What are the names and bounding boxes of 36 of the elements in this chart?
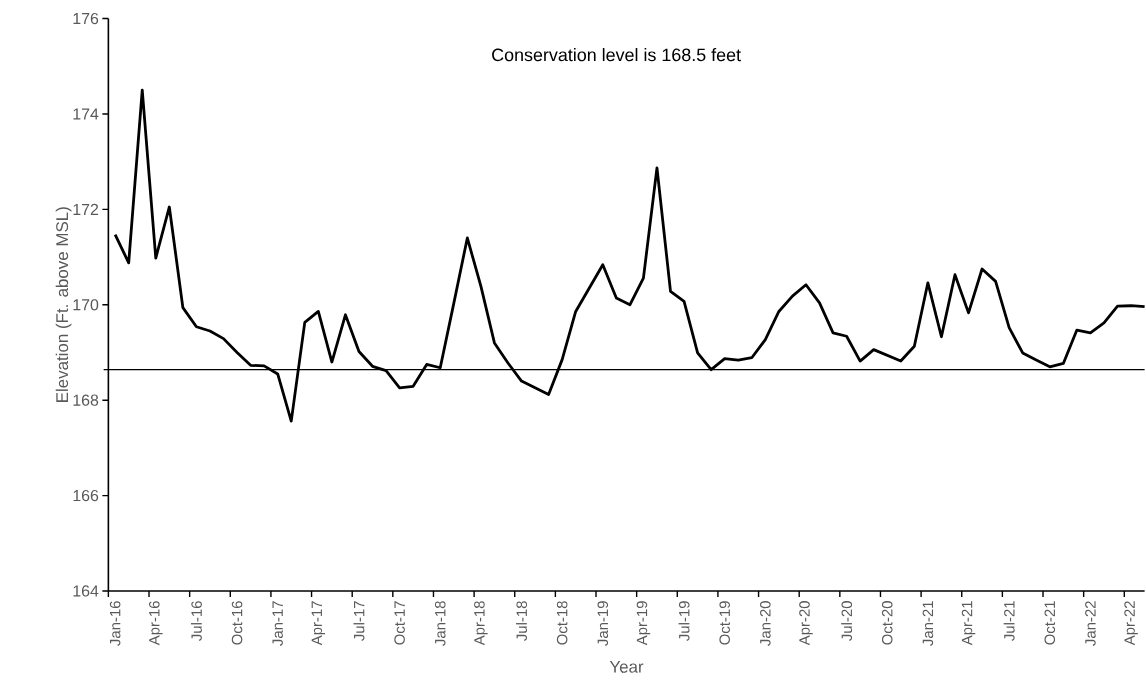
x-tick-label: Jan-20 — [760, 601, 771, 646]
x-tick-label: Apr-21 — [961, 601, 976, 646]
y-tick-label: 166 — [73, 489, 99, 502]
x-tick-label: Oct-19 — [719, 601, 730, 645]
x-tick-label: Jul-20 — [841, 601, 853, 641]
x-axis-title: Year — [609, 660, 644, 673]
x-tick-label: Apr-17 — [311, 601, 326, 646]
x-tick-label: Jan-22 — [1085, 601, 1096, 646]
y-tick-label: 164 — [73, 585, 99, 597]
annotation: Conservation level is 168.5 feet — [492, 47, 741, 62]
x-tick-label: Jan-19 — [597, 601, 609, 646]
x-tick-label: Jul-17 — [353, 601, 365, 641]
x-tick-label: Jan-16 — [109, 601, 121, 646]
x-tick-label: Oct-18 — [556, 601, 568, 645]
y-tick-label: 168 — [73, 394, 99, 406]
y-tick-label: 174 — [73, 108, 99, 120]
y-axis-title: Elevation (Ft. above MSL) — [55, 207, 72, 402]
x-tick-label: Jul-21 — [1003, 601, 1015, 641]
x-tick-label: Jul-16 — [190, 601, 202, 641]
x-tick-label: Apr-18 — [474, 601, 488, 646]
x-tick-label: Oct-21 — [1044, 601, 1056, 645]
x-tick-label: Apr-16 — [149, 601, 163, 646]
y-tick-label: 172 — [73, 203, 99, 215]
x-tick-label: Jan-18 — [434, 601, 446, 646]
y-tick-label: 170 — [73, 299, 99, 311]
x-tick-label: Jan-17 — [272, 601, 283, 646]
x-tick-label: Jul-18 — [516, 601, 527, 641]
x-tick-label: Apr-22 — [1124, 601, 1138, 646]
x-tick-label: Oct-17 — [394, 601, 405, 645]
x-tick-label: Apr-20 — [799, 601, 813, 646]
x-tick-label: Jan-21 — [922, 601, 934, 646]
x-tick-label: Jul-19 — [678, 601, 690, 641]
x-tick-label: Apr-19 — [636, 601, 651, 646]
x-tick-label: Oct-20 — [881, 601, 893, 645]
x-tick-label: Oct-16 — [231, 601, 243, 645]
y-tick-label: 176 — [73, 12, 99, 25]
